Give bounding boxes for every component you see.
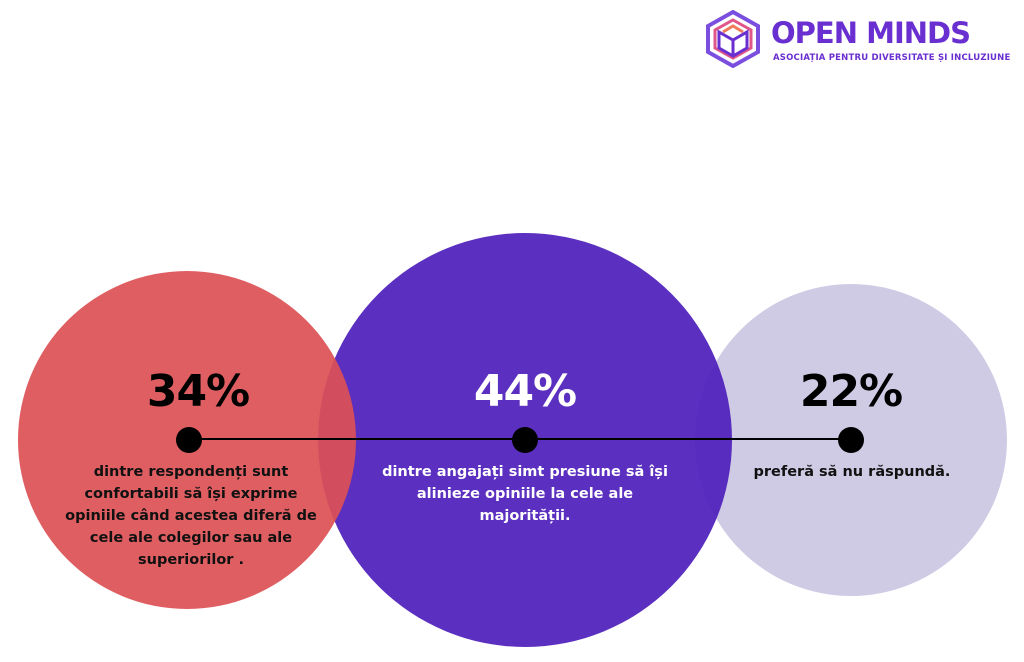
logo-tagline: ASOCIAȚIA PENTRU DIVERSITATE ȘI INCLUZIU…: [773, 53, 1011, 63]
value-label-22: 22%: [799, 366, 903, 417]
open-minds-logo: OPEN MINDS ASOCIAȚIA PENTRU DIVERSITATE …: [705, 10, 1010, 68]
description-34: dintre respondenți sunt confortabili să …: [65, 464, 317, 568]
description-44: dintre angajați simt presiune să își ali…: [382, 464, 668, 524]
marker-dot-34: [176, 427, 202, 453]
marker-dot-44: [512, 427, 538, 453]
value-label-34: 34%: [146, 366, 250, 417]
logo-name: OPEN MINDS: [771, 16, 971, 50]
marker-dot-22: [838, 427, 864, 453]
description-22: preferă să nu răspundă.: [753, 464, 951, 480]
hexagon-book-icon: [706, 10, 760, 68]
value-label-44: 44%: [473, 366, 577, 417]
